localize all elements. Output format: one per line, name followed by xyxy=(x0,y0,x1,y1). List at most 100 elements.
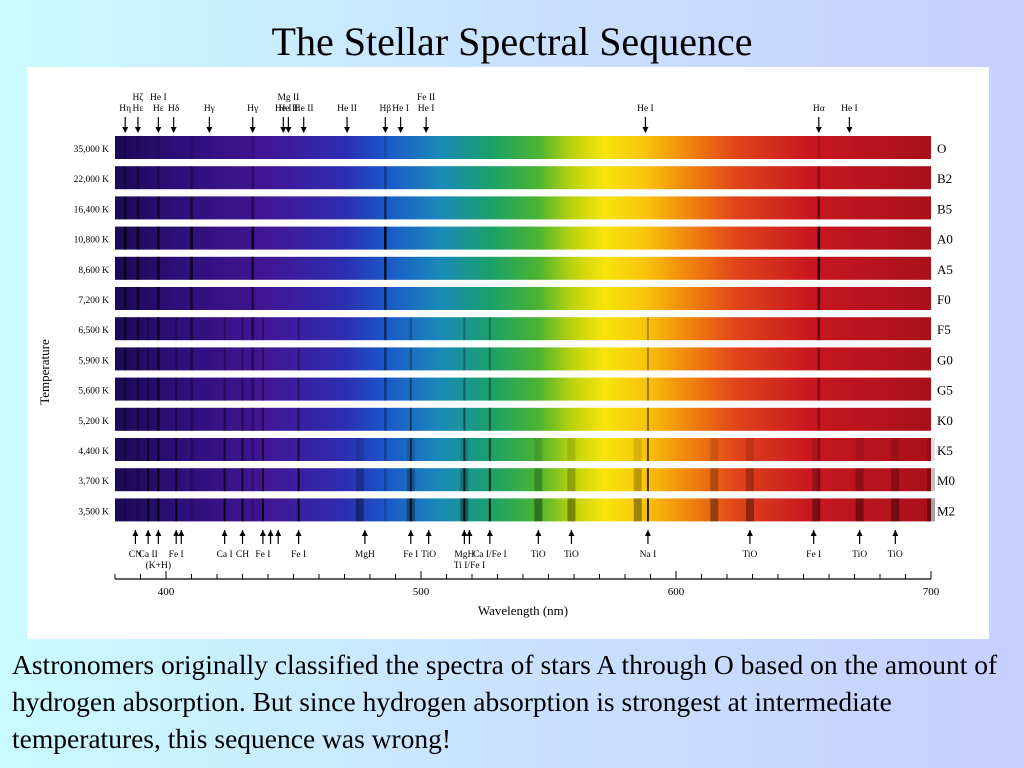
bottom-line-marker: MgH xyxy=(454,530,475,560)
molecular-band xyxy=(460,468,469,492)
line-label: Ti I/Fe I xyxy=(454,561,485,571)
absorption-line xyxy=(223,317,226,341)
absorption-line xyxy=(223,347,226,371)
absorption-line xyxy=(251,438,254,461)
absorption-line xyxy=(223,438,226,461)
absorption-line xyxy=(147,347,150,371)
line-label: Fe II xyxy=(417,93,435,103)
absorption-line xyxy=(157,438,160,461)
absorption-line xyxy=(384,256,387,280)
molecular-band xyxy=(812,498,821,522)
line-label: He I xyxy=(637,104,654,114)
molecular-band xyxy=(891,498,900,522)
absorption-line xyxy=(190,317,193,341)
absorption-line xyxy=(123,166,127,190)
absorption-line xyxy=(297,468,300,492)
spectrum-row: 4,400 K K5 xyxy=(78,438,953,461)
bottom-line-marker: TiO xyxy=(531,530,546,560)
absorption-line xyxy=(190,347,193,371)
absorption-line xyxy=(297,347,300,371)
absorption-line xyxy=(157,407,160,431)
absorption-line xyxy=(297,377,300,401)
molecular-band xyxy=(567,468,576,492)
absorption-line xyxy=(147,468,150,492)
bottom-line-marker: CN xyxy=(129,530,142,560)
absorption-line xyxy=(223,498,226,522)
spectrum-band xyxy=(115,438,931,461)
absorption-line xyxy=(190,226,193,250)
absorption-line xyxy=(488,407,491,431)
absorption-line xyxy=(488,468,491,492)
absorption-line xyxy=(175,407,178,431)
absorption-line xyxy=(157,317,160,341)
molecular-band xyxy=(534,468,543,492)
absorption-line xyxy=(136,226,140,250)
absorption-line xyxy=(190,407,193,431)
absorption-line xyxy=(223,407,226,431)
absorption-line xyxy=(488,498,491,522)
absorption-line xyxy=(123,468,127,492)
absorption-line xyxy=(123,256,127,280)
absorption-line xyxy=(157,347,160,371)
absorption-line xyxy=(123,136,127,159)
absorption-line xyxy=(136,317,140,341)
absorption-line xyxy=(251,407,254,431)
top-line-marker: He I xyxy=(392,104,409,133)
molecular-band xyxy=(534,498,543,522)
temperature-label: 3,700 K xyxy=(78,477,109,487)
absorption-line xyxy=(157,287,160,310)
absorption-line xyxy=(136,196,140,220)
slide-title: The Stellar Spectral Sequence xyxy=(271,19,753,64)
absorption-line xyxy=(251,287,254,310)
line-label: Ca I xyxy=(217,550,233,560)
spectrum-band xyxy=(115,468,931,492)
absorption-line xyxy=(123,287,127,310)
molecular-band xyxy=(567,438,576,461)
spectral-type-label: M0 xyxy=(937,473,955,488)
spectrum-band xyxy=(115,377,931,401)
absorption-line xyxy=(817,226,821,250)
absorption-line xyxy=(147,317,150,341)
absorption-line xyxy=(463,498,466,522)
absorption-line xyxy=(297,498,300,522)
absorption-line xyxy=(136,256,140,280)
spectral-type-label: M2 xyxy=(937,503,955,518)
absorption-line xyxy=(157,498,160,522)
absorption-line xyxy=(136,136,140,159)
bottom-line-marker: (K+H) xyxy=(146,530,171,571)
absorption-line xyxy=(157,226,160,250)
absorption-line xyxy=(136,468,140,492)
absorption-line xyxy=(251,196,254,220)
line-label: Mg II xyxy=(277,93,299,103)
molecular-band xyxy=(355,468,364,492)
top-line-marker: He I xyxy=(637,104,654,133)
spectral-type-label: G0 xyxy=(937,352,953,367)
absorption-line xyxy=(463,407,466,431)
temperature-label: 7,200 K xyxy=(78,296,109,306)
line-label: Hβ xyxy=(379,104,391,114)
molecular-band xyxy=(355,438,364,461)
absorption-line xyxy=(223,377,226,401)
line-label: CH xyxy=(236,550,249,560)
bottom-line-marker: Fe I xyxy=(806,530,821,560)
line-label: He I xyxy=(150,93,167,103)
absorption-line xyxy=(241,498,244,522)
spectrum-row: 5,600 K G5 xyxy=(78,377,953,401)
bottom-line-marker xyxy=(275,530,282,544)
absorption-line xyxy=(251,226,254,250)
absorption-line xyxy=(190,166,193,190)
line-label: Hα xyxy=(813,104,825,114)
molecular-band xyxy=(927,438,935,461)
temperature-label: 3,500 K xyxy=(78,507,109,517)
temperature-label: 8,600 K xyxy=(78,266,109,276)
bottom-line-marker: Ti I/Fe I xyxy=(454,530,485,571)
temperature-label: 5,600 K xyxy=(78,387,109,397)
molecular-band xyxy=(855,438,864,461)
absorption-line xyxy=(251,468,254,492)
line-label: TiO xyxy=(564,550,579,560)
temperature-label: 6,500 K xyxy=(78,326,109,336)
line-label: Hγ xyxy=(247,104,258,114)
absorption-line xyxy=(261,468,264,492)
line-label: Fe I xyxy=(403,550,418,560)
